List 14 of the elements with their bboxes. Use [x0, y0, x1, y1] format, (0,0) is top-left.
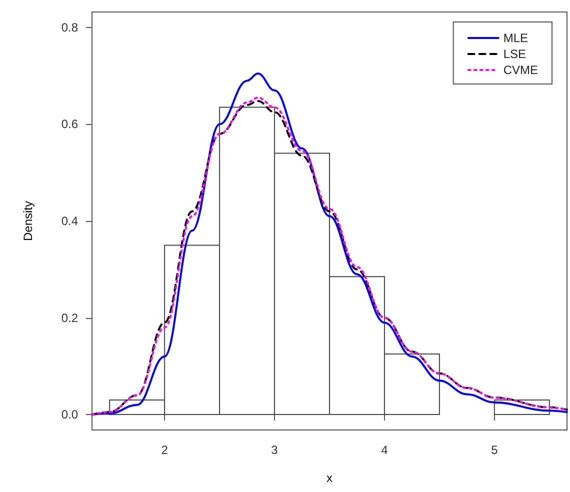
- x-tick-label: 5: [491, 443, 498, 457]
- y-tick-label: 0.6: [61, 117, 78, 132]
- y-tick-label: 0.4: [61, 214, 78, 228]
- legend-label: MLE: [503, 31, 528, 45]
- y-tick-label: 0.0: [61, 408, 78, 422]
- x-axis-title: x: [326, 471, 332, 485]
- y-axis-title: Density: [21, 200, 35, 242]
- y-tick-label: 0.8: [61, 20, 78, 34]
- legend-label: CVME: [503, 63, 538, 77]
- x-tick-label: 2: [161, 443, 168, 457]
- y-tick-label: 0.2: [61, 310, 78, 325]
- legend-label: LSE: [503, 47, 526, 61]
- x-tick-label: 3: [271, 443, 278, 457]
- x-tick-label: 4: [381, 443, 388, 457]
